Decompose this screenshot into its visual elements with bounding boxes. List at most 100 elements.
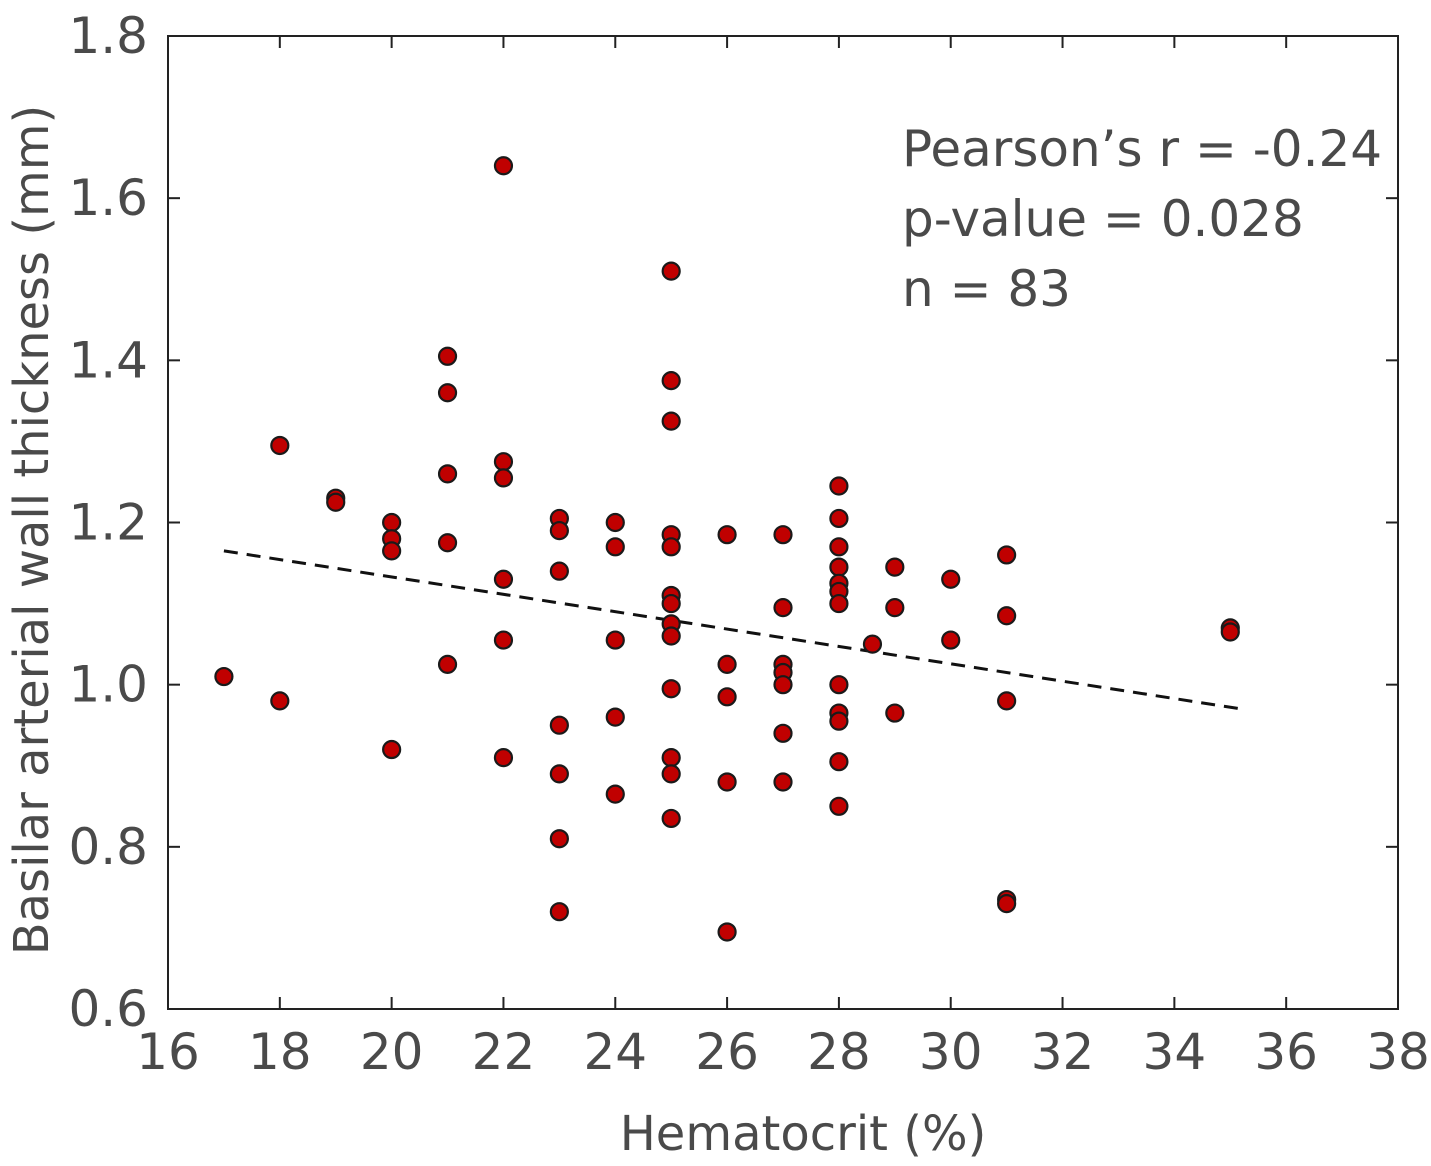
data-point [717,922,737,942]
annotation-n: n = 83 [902,260,1071,318]
data-point [717,687,737,707]
data-point [605,784,625,804]
y-tick-label: 1.0 [68,656,148,714]
data-points [214,156,1240,942]
data-point [829,593,849,614]
data-point [773,525,793,545]
data-point [437,654,458,674]
y-tick-label: 0.6 [68,980,148,1038]
data-point [885,703,905,723]
data-point [661,748,681,768]
x-tick-label: 36 [1254,1023,1318,1081]
x-tick-label: 30 [919,1023,983,1081]
y-tick-label: 1.6 [68,169,148,227]
data-point [549,829,569,849]
data-point [829,752,849,772]
data-point [493,452,514,472]
data-point [549,715,569,735]
x-tick-label: 34 [1143,1023,1207,1081]
data-point [661,411,681,431]
data-point [661,808,681,829]
y-tick-label: 1.2 [68,494,148,552]
x-tick-label: 24 [583,1023,647,1081]
data-point [493,569,514,589]
data-point [214,666,234,687]
annotation-pearson-r: Pearson’s r = -0.24 [902,120,1382,178]
data-point [437,346,458,366]
data-point [493,156,514,176]
data-point [605,707,625,727]
y-tick-label: 1.4 [68,331,148,389]
data-point [773,598,793,618]
data-point [997,545,1017,565]
annotation-p-value: p-value = 0.028 [902,190,1304,248]
x-tick-label: 26 [695,1023,759,1081]
plot-area-frame [167,35,1399,1010]
data-point [829,537,849,557]
data-point [382,541,402,561]
data-point [997,691,1017,711]
data-point [549,561,569,581]
data-point [661,679,681,699]
x-tick-label: 16 [136,1023,200,1081]
data-point [829,508,849,529]
data-point [661,371,681,391]
data-point [493,748,514,768]
data-point [549,521,569,541]
data-point [493,630,514,650]
data-point [829,711,849,731]
data-point [605,630,625,650]
y-axis-label: Basilar arterial wall thickness (mm) [4,105,60,956]
data-point [270,691,290,711]
data-point [773,675,793,695]
data-point [437,533,458,553]
x-tick-label: 22 [472,1023,536,1081]
data-point [1220,622,1240,642]
data-point [997,893,1017,914]
data-point [997,606,1017,626]
data-point [661,261,681,281]
data-point [549,902,569,922]
data-point [661,537,681,557]
data-point [437,383,458,403]
data-point [941,569,961,589]
data-point [829,557,849,577]
x-tick-label: 38 [1366,1023,1430,1081]
data-point [493,468,514,488]
data-point [437,464,458,484]
data-point [661,764,681,784]
data-point [862,634,883,654]
y-tick-label: 1.8 [68,7,148,65]
data-point [829,476,849,496]
data-point [829,796,849,816]
data-point [605,537,625,557]
data-point [773,723,793,743]
y-tick-labels: 0.6 0.8 1.0 1.2 1.4 1.6 1.8 [68,7,148,1038]
x-tick-label: 18 [248,1023,312,1081]
data-point [885,598,905,618]
x-tick-label: 20 [360,1023,424,1081]
data-point [605,512,625,533]
axis-ticks [167,35,1399,1010]
data-point [941,630,961,650]
data-point [885,557,905,577]
data-point [326,492,346,512]
data-point [773,772,793,792]
data-point [382,739,402,760]
data-point [717,654,737,674]
data-point [829,675,849,695]
data-point [661,593,681,614]
x-tick-label: 28 [807,1023,871,1081]
x-axis-label: Hematocrit (%) [620,1106,987,1162]
data-point [270,435,290,456]
data-point [382,512,402,533]
x-tick-label: 32 [1031,1023,1095,1081]
y-tick-label: 0.8 [68,818,148,876]
data-point [661,626,681,646]
data-point [717,772,737,792]
x-tick-labels: 16 18 20 22 24 26 28 30 32 34 36 38 [136,1023,1430,1081]
data-point [549,764,569,784]
trend-line [223,549,1242,711]
data-point [717,525,737,545]
